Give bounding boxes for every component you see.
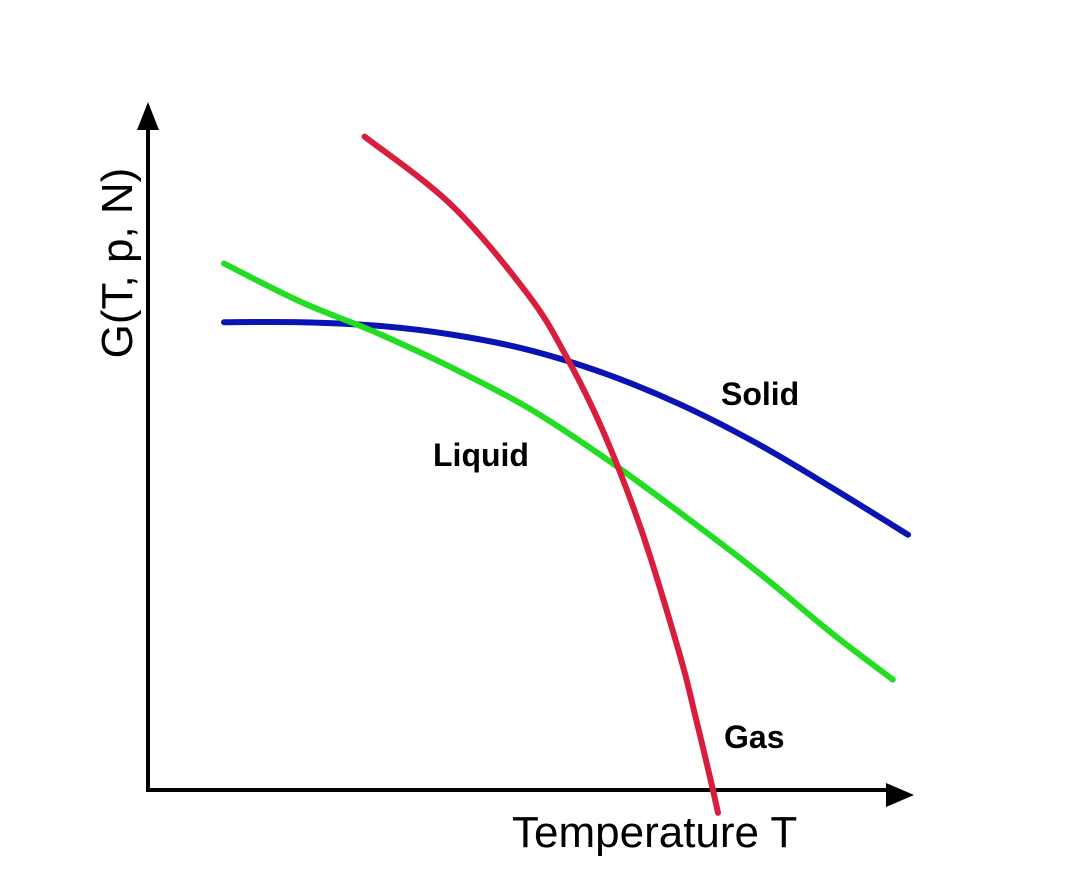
x-axis [146,783,914,807]
series-label-liquid: Liquid [433,437,529,473]
series-label-solid: Solid [721,376,799,412]
y-axis-arrowhead [137,102,159,130]
y-axis-label: G(T, p, N) [93,168,142,359]
x-axis-arrowhead [886,783,914,807]
series-line-liquid [221,260,896,683]
x-axis-label: Temperature T [512,808,797,857]
series-label-gas: Gas [724,719,784,755]
y-axis [137,102,159,790]
series-line-gas [361,133,721,816]
series-lines [221,133,911,816]
series-line-solid [221,318,911,538]
